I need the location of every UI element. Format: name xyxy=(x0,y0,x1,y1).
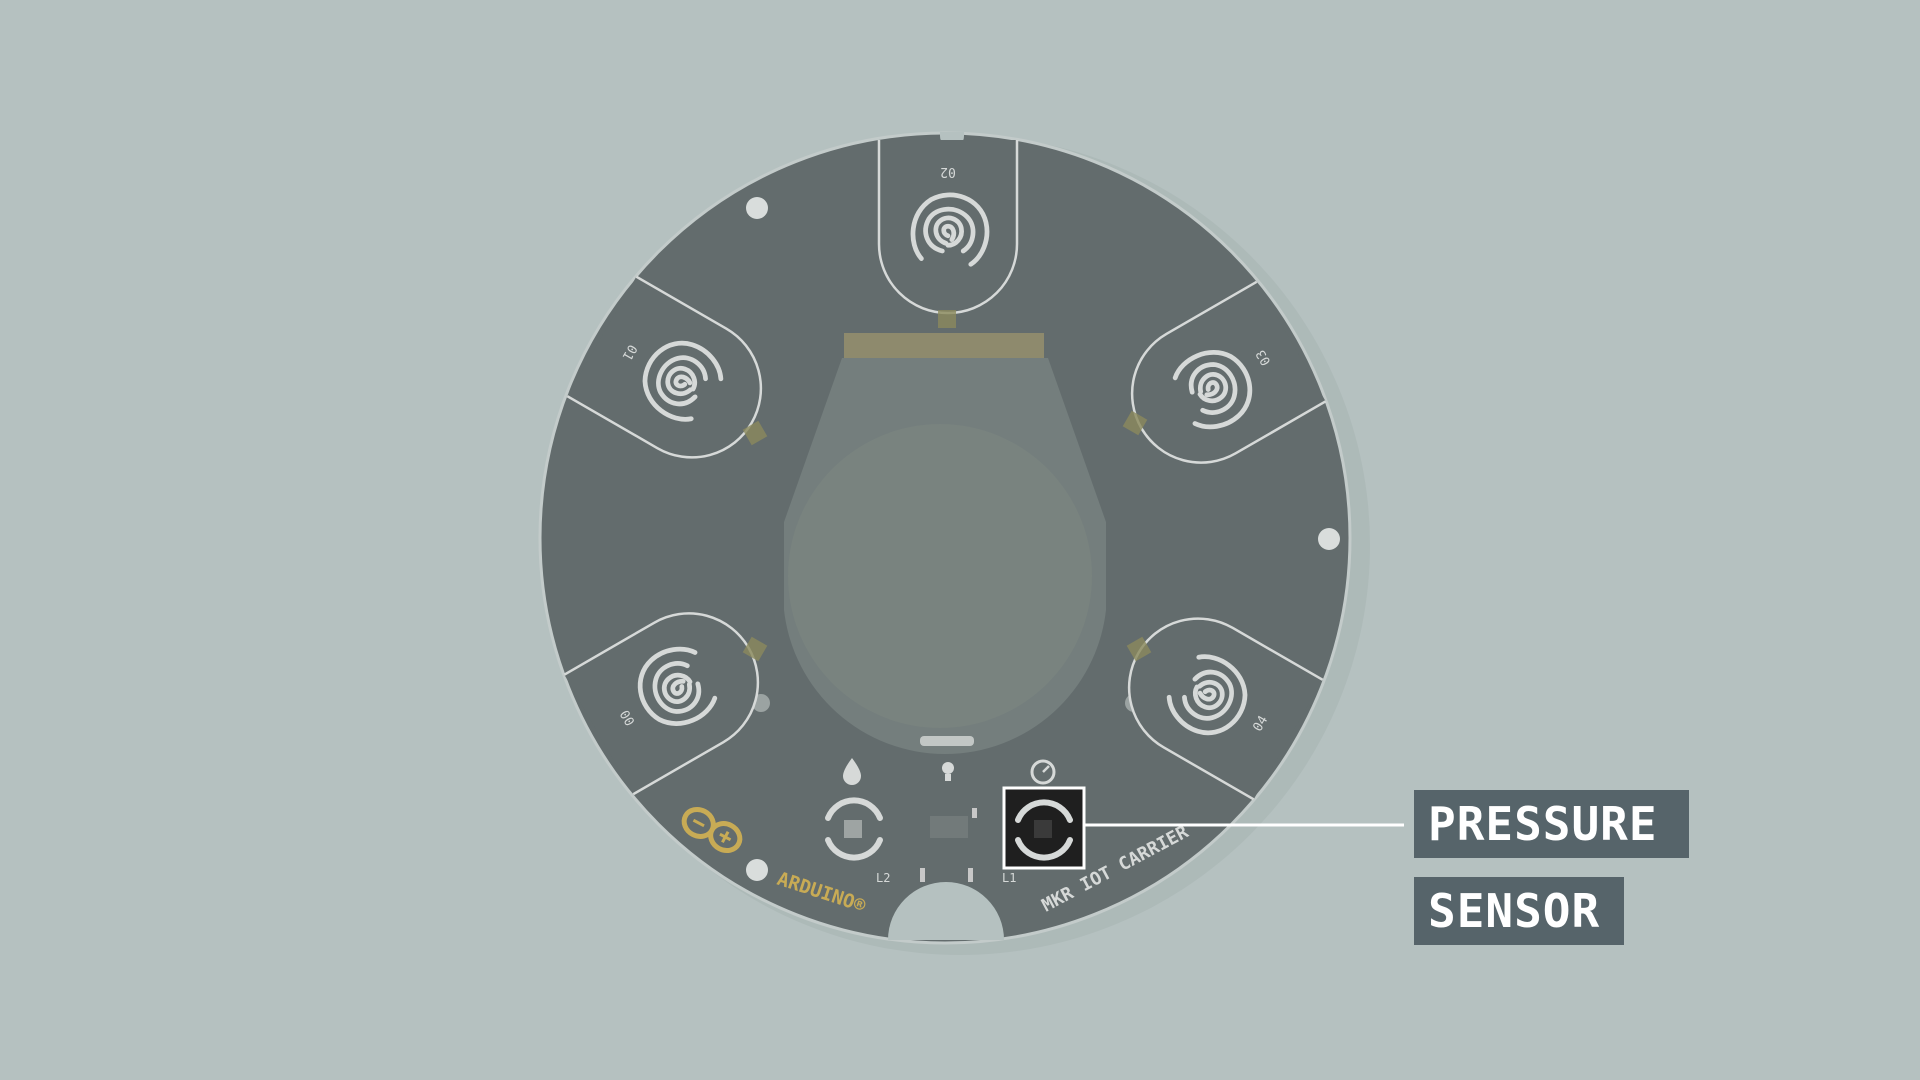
arduino-logo-icon xyxy=(681,806,743,854)
led-l2-label: L2 xyxy=(876,871,890,885)
pad-label: 01 xyxy=(619,342,640,363)
led-l1-label: L1 xyxy=(1002,871,1016,885)
rgb-led xyxy=(742,420,768,446)
rgb-led xyxy=(1126,636,1152,662)
pad-label: 02 xyxy=(940,164,956,179)
display-connector xyxy=(844,333,1044,359)
rgb-led xyxy=(1122,410,1148,436)
round-display xyxy=(788,424,1092,728)
rgb-led xyxy=(742,636,768,662)
light-sensor xyxy=(930,762,977,838)
pad-label: 03 xyxy=(1253,347,1274,368)
light-bulb-icon xyxy=(942,762,954,774)
pressure-sensor xyxy=(1002,759,1086,870)
pad-label: 04 xyxy=(1250,713,1271,734)
led-l2 xyxy=(920,868,925,882)
mount-hole xyxy=(1318,528,1340,550)
iot-carrier-board: 02 01 03 00 04 xyxy=(538,131,1352,945)
touch-pad-01[interactable]: 01 xyxy=(566,275,786,483)
humidity-sensor xyxy=(825,758,883,861)
water-drop-icon xyxy=(843,758,861,785)
mount-hole xyxy=(746,859,768,881)
pad-label: 00 xyxy=(616,708,637,729)
display-tab xyxy=(920,736,974,746)
led-l1 xyxy=(968,868,973,882)
callout-label-line1: PRESSURE xyxy=(1414,790,1689,858)
rgb-led xyxy=(938,310,956,328)
gauge-icon xyxy=(1030,759,1056,785)
callout-label-line2: SENSOR xyxy=(1414,877,1624,945)
display-module xyxy=(784,333,1106,755)
mount-hole xyxy=(746,197,768,219)
board-bottom-notch xyxy=(888,882,1004,940)
touch-pad-02[interactable]: 02 xyxy=(877,140,1019,315)
